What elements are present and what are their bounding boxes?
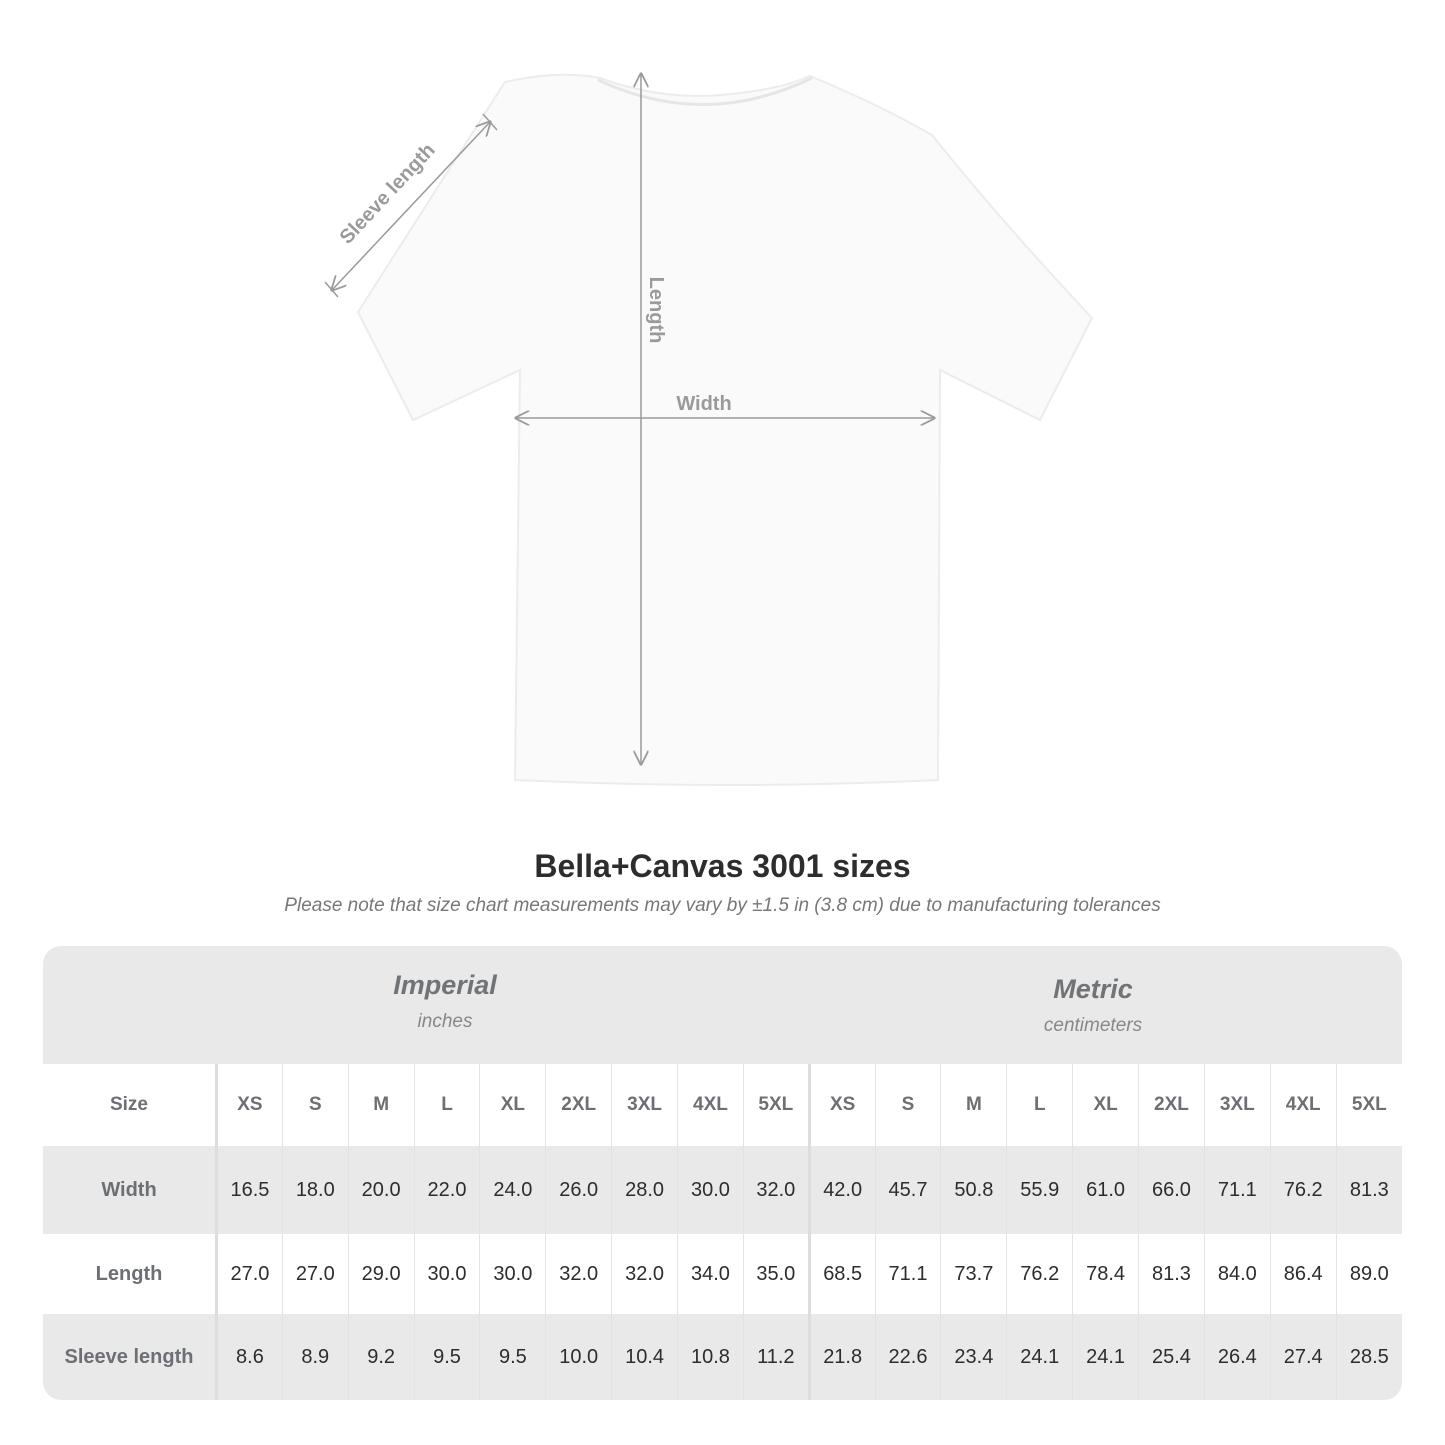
imperial-value-cell: 32.0 bbox=[611, 1234, 678, 1314]
metric-value-cell: 86.4 bbox=[1269, 1234, 1337, 1314]
imperial-value-cell: 32.0 bbox=[545, 1234, 612, 1314]
row-label: Sleeve length bbox=[43, 1314, 218, 1400]
sleeve-arrow bbox=[332, 122, 490, 290]
size-metric-header: 3XL bbox=[1203, 1064, 1271, 1146]
metric-value-cell: 28.5 bbox=[1335, 1314, 1402, 1400]
imperial-value-cell: 26.0 bbox=[545, 1146, 612, 1234]
tolerance-note: Please note that size chart measurements… bbox=[284, 895, 1161, 916]
table-row: Width 16.5 18.0 20.0 22.0 24.0 26.0 28.0 30.0 32.… bbox=[43, 1146, 1402, 1234]
imperial-value-cell: 11.2 bbox=[742, 1314, 810, 1400]
size-chart: Imperial inches Metric centimeters Size X… bbox=[43, 946, 1402, 1400]
metric-unit: centimeters bbox=[1043, 1015, 1143, 1036]
metric-value-cell: 73.7 bbox=[940, 1234, 1007, 1314]
size-metric-header: XS bbox=[807, 1064, 876, 1146]
metric-value-cell: 27.4 bbox=[1269, 1314, 1337, 1400]
imperial-value-cell: 24.0 bbox=[479, 1146, 546, 1234]
row-label: Length bbox=[43, 1234, 218, 1314]
imperial-value-cell: 20.0 bbox=[347, 1146, 415, 1234]
imperial-value-cell: 27.0 bbox=[281, 1234, 349, 1314]
metric-value-cell: 61.0 bbox=[1072, 1146, 1139, 1234]
size-imperial-header: 3XL bbox=[611, 1064, 678, 1146]
size-imperial-header: M bbox=[347, 1064, 415, 1146]
imperial-value-cell: 9.5 bbox=[479, 1314, 546, 1400]
imperial-value-cell: 30.0 bbox=[479, 1234, 546, 1314]
size-header-row: Size XS S M L XL 2XL 3XL 4XL 5XL XS S M L XL 2XL 3XL 4XL 5… bbox=[43, 1064, 1402, 1146]
imperial-value-cell: 9.5 bbox=[413, 1314, 480, 1400]
table-row: Sleeve length 8.6 8.9 9.2 9.5 9.5 10.0 10.4 10.8… bbox=[43, 1314, 1402, 1400]
length-label: Length bbox=[645, 277, 667, 344]
metric-value-cell: 22.6 bbox=[874, 1314, 941, 1400]
metric-value-cell: 71.1 bbox=[1203, 1146, 1271, 1234]
metric-value-cell: 45.7 bbox=[874, 1146, 941, 1234]
size-label: Size bbox=[43, 1064, 218, 1146]
imperial-value-cell: 27.0 bbox=[216, 1234, 283, 1314]
metric-value-cell: 78.4 bbox=[1072, 1234, 1139, 1314]
imperial-header: Imperial inches bbox=[215, 970, 675, 1033]
imperial-value-cell: 16.5 bbox=[216, 1146, 283, 1234]
width-label: Width bbox=[676, 393, 731, 415]
table-row: Length 27.0 27.0 29.0 30.0 30.0 32.0 32.0 34.0 35… bbox=[43, 1234, 1402, 1314]
imperial-value-cell: 22.0 bbox=[413, 1146, 480, 1234]
size-metric-header: XL bbox=[1072, 1064, 1139, 1146]
chart-title: Bella+Canvas 3001 sizes bbox=[534, 848, 911, 884]
metric-value-cell: 25.4 bbox=[1138, 1314, 1205, 1400]
metric-value-cell: 24.1 bbox=[1006, 1314, 1073, 1400]
metric-value-cell: 71.1 bbox=[874, 1234, 941, 1314]
metric-value-cell: 81.3 bbox=[1335, 1146, 1402, 1234]
imperial-value-cell: 9.2 bbox=[347, 1314, 415, 1400]
imperial-value-cell: 28.0 bbox=[611, 1146, 678, 1234]
tshirt-shape bbox=[356, 73, 1094, 786]
imperial-value-cell: 8.9 bbox=[281, 1314, 349, 1400]
size-imperial-header: 5XL bbox=[742, 1064, 810, 1146]
metric-value-cell: 50.8 bbox=[940, 1146, 1007, 1234]
size-imperial-header: XL bbox=[479, 1064, 546, 1146]
metric-value-cell: 42.0 bbox=[807, 1146, 876, 1234]
metric-value-cell: 26.4 bbox=[1203, 1314, 1271, 1400]
size-metric-header: M bbox=[940, 1064, 1007, 1146]
imperial-value-cell: 29.0 bbox=[347, 1234, 415, 1314]
metric-value-cell: 24.1 bbox=[1072, 1314, 1139, 1400]
imperial-value-cell: 10.4 bbox=[611, 1314, 678, 1400]
size-table: Size XS S M L XL 2XL 3XL 4XL 5XL XS S M L XL 2XL 3XL 4XL 5… bbox=[43, 1064, 1402, 1400]
metric-value-cell: 89.0 bbox=[1335, 1234, 1402, 1314]
row-label: Width bbox=[43, 1146, 218, 1234]
imperial-name: Imperial bbox=[393, 970, 497, 1000]
imperial-value-cell: 32.0 bbox=[742, 1146, 810, 1234]
metric-name: Metric bbox=[1053, 974, 1133, 1004]
imperial-value-cell: 34.0 bbox=[677, 1234, 744, 1314]
imperial-value-cell: 35.0 bbox=[742, 1234, 810, 1314]
metric-value-cell: 76.2 bbox=[1006, 1234, 1073, 1314]
imperial-unit: inches bbox=[417, 1011, 473, 1032]
metric-value-cell: 68.5 bbox=[807, 1234, 876, 1314]
header-band bbox=[43, 946, 1402, 1064]
size-metric-header: S bbox=[874, 1064, 941, 1146]
imperial-value-cell: 30.0 bbox=[413, 1234, 480, 1314]
metric-value-cell: 21.8 bbox=[807, 1314, 876, 1400]
size-imperial-header: 2XL bbox=[545, 1064, 612, 1146]
imperial-value-cell: 30.0 bbox=[677, 1146, 744, 1234]
metric-value-cell: 23.4 bbox=[940, 1314, 1007, 1400]
size-imperial-header: L bbox=[413, 1064, 480, 1146]
metric-value-cell: 66.0 bbox=[1138, 1146, 1205, 1234]
metric-value-cell: 76.2 bbox=[1269, 1146, 1337, 1234]
metric-value-cell: 81.3 bbox=[1138, 1234, 1205, 1314]
metric-value-cell: 55.9 bbox=[1006, 1146, 1073, 1234]
size-metric-header: 2XL bbox=[1138, 1064, 1205, 1146]
tshirt-diagram: Sleeve length Length Width bbox=[324, 0, 1094, 786]
imperial-value-cell: 8.6 bbox=[216, 1314, 283, 1400]
size-metric-header: L bbox=[1006, 1064, 1073, 1146]
size-metric-header: 5XL bbox=[1335, 1064, 1402, 1146]
metric-header: Metric centimeters bbox=[863, 974, 1323, 1037]
imperial-value-cell: 10.8 bbox=[677, 1314, 744, 1400]
imperial-value-cell: 10.0 bbox=[545, 1314, 612, 1400]
imperial-value-cell: 18.0 bbox=[281, 1146, 349, 1234]
metric-value-cell: 84.0 bbox=[1203, 1234, 1271, 1314]
size-imperial-header: 4XL bbox=[677, 1064, 744, 1146]
size-metric-header: 4XL bbox=[1269, 1064, 1337, 1146]
size-imperial-header: S bbox=[281, 1064, 349, 1146]
size-imperial-header: XS bbox=[216, 1064, 283, 1146]
